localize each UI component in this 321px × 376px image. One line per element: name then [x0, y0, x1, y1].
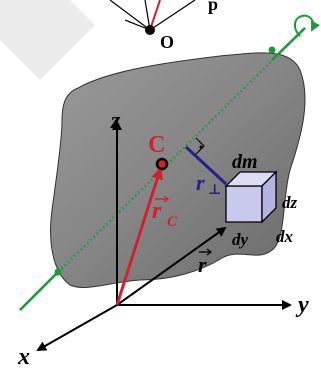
rigid-body	[50, 52, 306, 288]
z-axis-label: z	[110, 108, 121, 134]
dz-label: dz	[282, 193, 298, 212]
top-fragment-label: p	[208, 0, 218, 14]
dm-label: dm	[232, 151, 258, 173]
x-axis-label: x	[17, 344, 30, 370]
r-c-vector	[115, 167, 163, 306]
x-axis	[36, 304, 118, 351]
mass-element-cube	[224, 170, 278, 224]
center-of-mass-point	[155, 157, 169, 171]
r-c-subscript: C	[167, 214, 178, 230]
right-angle-mark-icon	[194, 137, 205, 156]
top-origin-point	[145, 25, 155, 35]
dy-label: dy	[232, 230, 249, 249]
axis-point-top	[268, 46, 276, 54]
r-perp-label: r	[196, 170, 205, 195]
right-angle-dot	[199, 145, 203, 149]
rotation-arrow-icon	[294, 14, 321, 37]
top-origin-fragment: O p	[109, 0, 218, 52]
r-vector-arrow-head-mark	[206, 248, 212, 256]
y-axis-label: y	[295, 292, 309, 318]
r-vector-label: r	[198, 252, 207, 277]
rotation-axis-solid-top	[271, 27, 306, 61]
dx-label: dx	[276, 227, 294, 246]
origin-label: O	[160, 32, 174, 52]
center-of-mass-label: C	[148, 132, 165, 158]
r-c-arrow-head-mark	[163, 195, 170, 203]
r-perp-subscript: ⊥	[208, 183, 221, 198]
rotation-axis-solid-bottom	[19, 271, 59, 311]
r-vector	[116, 226, 227, 306]
r-c-label: r	[152, 198, 162, 224]
r-perp-segment	[184, 145, 228, 186]
axis-point-bottom	[54, 268, 62, 276]
rotation-axis	[19, 27, 306, 311]
watermark-shape	[0, 0, 95, 80]
